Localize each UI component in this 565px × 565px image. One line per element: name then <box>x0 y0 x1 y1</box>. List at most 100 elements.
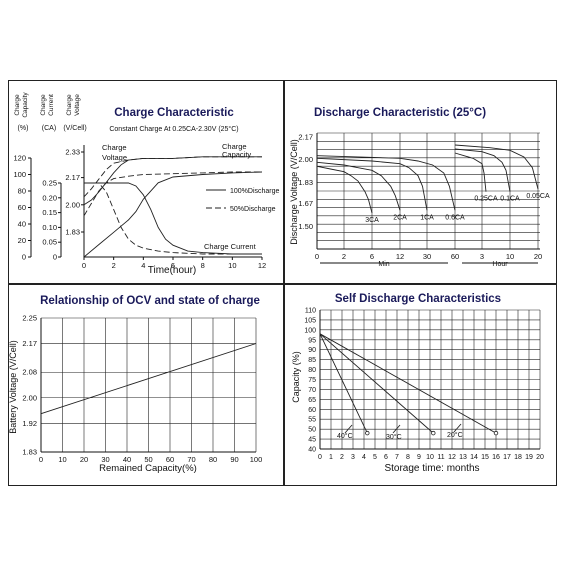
chart4-x-tick-label: 20 <box>536 454 544 461</box>
chart4-y-tick-label: 105 <box>304 317 316 324</box>
chart1-cap-tick-label: 80 <box>18 187 26 196</box>
chart1-series-charge-voltage <box>83 156 262 198</box>
chart2-series-2CA <box>316 161 401 211</box>
chart2-y-tick-label: 2.00 <box>298 155 313 164</box>
chart3-ylabel: Battery Voltage (V/Cell) <box>8 340 18 434</box>
chart3-y-tick-label: 2.00 <box>22 393 37 402</box>
chart4-y-tick-label: 90 <box>308 347 316 354</box>
chart1-axis-header-unit: (%) <box>18 125 29 132</box>
chart2-series-0.1CA <box>454 148 511 192</box>
chart1-label-capacity: Charge <box>222 142 247 151</box>
chart2-y-tick-label: 1.67 <box>298 199 313 208</box>
chart3-x-tick-label: 0 <box>39 455 43 464</box>
chart1-axis-header-word: Charge <box>14 94 21 116</box>
chart4-x-tick-label: 19 <box>525 454 533 461</box>
chart4-y-tick-label: 110 <box>305 308 316 315</box>
chart4-series-40°C <box>319 333 368 434</box>
chart4-series-20°C <box>319 333 497 434</box>
chart2-series-0.6CA <box>316 155 456 211</box>
chart3-x-tick-label: 40 <box>123 455 131 464</box>
chart4-x-tick-label: 13 <box>459 454 467 461</box>
chart2-x-tick-label: 3 <box>480 252 484 261</box>
chart1-series-charge-voltage <box>83 156 262 206</box>
chart2-x-tick-label: 6 <box>370 252 374 261</box>
chart4-x-tick-label: 9 <box>417 454 421 461</box>
chart2-x-tick-label: 12 <box>396 252 404 261</box>
chart2-series-label: 2CA <box>393 214 407 221</box>
chart4-x-tick-label: 1 <box>329 454 333 461</box>
chart4-x-tick-label: 12 <box>448 454 456 461</box>
chart4-y-tick-label: 85 <box>308 357 316 364</box>
chart1-cap-tick-label: 40 <box>18 220 26 229</box>
chart1-cur-tick-label: 0.10 <box>42 223 57 232</box>
chart4-x-tick-label: 7 <box>395 454 399 461</box>
chart1-cur-tick-label: 0.25 <box>42 179 57 188</box>
chart2-y-tick-label: 1.83 <box>298 178 313 187</box>
chart1-axis-header-word: Voltage <box>74 94 81 116</box>
chart2-x-tick-label: 60 <box>451 252 459 261</box>
chart1-cap-tick-label: 60 <box>18 203 26 212</box>
chart2-y-tick-label: 2.17 <box>298 133 313 142</box>
chart1-cur-tick-label: 0.05 <box>42 238 57 247</box>
chart3-xlabel: Remained Capacity(%) <box>99 463 197 474</box>
chart2-series-0.05CA <box>454 144 539 190</box>
chart4-x-tick-label: 17 <box>503 454 511 461</box>
chart1-x-tick-label: 6 <box>171 261 175 270</box>
chart3-series-ocv <box>40 343 257 415</box>
chart3-y-tick-label: 2.08 <box>22 368 37 377</box>
chart2-series-0.25CA <box>454 152 487 192</box>
chart3-x-tick-label: 30 <box>101 455 109 464</box>
chart4-x-tick-label: 11 <box>437 454 444 461</box>
chart4-series-arrow <box>344 424 353 434</box>
chart1-volt-tick-label: 1.83 <box>65 228 80 237</box>
chart4-series-endpoint <box>493 430 499 436</box>
chart4-series-endpoint <box>431 430 436 436</box>
chart4-xlabel: Storage time: months <box>384 463 479 474</box>
chart2-x-tick-label: 30 <box>423 252 431 261</box>
chart3-y-tick-label: 2.25 <box>22 314 37 323</box>
chart4-y-tick-label: 50 <box>308 427 316 434</box>
chart1-axis-header-word: Capacity <box>22 92 29 118</box>
chart2-segment-min: Min <box>378 261 389 268</box>
chart4-series-arrow <box>392 424 401 434</box>
chart4-y-tick-label: 75 <box>308 377 316 384</box>
chart2-series-1CA <box>316 157 428 211</box>
chart4-series-endpoint <box>365 430 370 436</box>
chart3-x-tick-label: 10 <box>58 455 66 464</box>
chart4-y-tick-label: 80 <box>308 367 316 374</box>
chart2-y-tick-label: 1.50 <box>298 222 313 231</box>
chart1-title: Charge Characteristic <box>114 107 234 119</box>
chart1-label-current: Charge Current <box>204 242 257 251</box>
chart2-series-label: 3CA <box>365 217 379 224</box>
chart1-x-tick-label: 2 <box>112 261 116 270</box>
chart1-series-charge-current <box>84 182 262 255</box>
chart1-label-voltage: Voltage <box>102 153 127 162</box>
chart4-y-tick-label: 65 <box>308 397 316 404</box>
chart4-y-tick-label: 70 <box>308 387 316 394</box>
chart1-subtitle: Constant Charge At 0.25CA-2.30V (25°C) <box>109 125 238 133</box>
chart4-y-tick-label: 55 <box>308 417 316 424</box>
chart4-y-tick-label: 60 <box>308 407 316 414</box>
chart2-x-tick-label: 2 <box>342 252 346 261</box>
chart2-segment-hour: Hour <box>492 261 508 268</box>
chart4-x-tick-label: 4 <box>362 454 366 461</box>
chart2-series-label: 1CA <box>420 214 434 221</box>
chart4-title: Self Discharge Characteristics <box>335 293 501 305</box>
chart4-x-tick-label: 5 <box>373 454 377 461</box>
chart1-label-voltage: Charge <box>102 143 127 152</box>
chart1-cur-tick-label: 0.20 <box>42 193 57 202</box>
chart3-y-tick-label: 1.92 <box>22 419 37 428</box>
chart4-series-label: 20°C <box>447 431 463 439</box>
chart4-x-tick-label: 10 <box>426 454 434 461</box>
chart1-axis-header-unit: (V/Cell) <box>63 125 86 132</box>
chart2-series-label: 0.05CA <box>526 193 550 200</box>
chart1-volt-tick-label: 2.17 <box>65 173 80 182</box>
chart3-y-tick-label: 1.83 <box>22 448 37 457</box>
chart1-legend-1: 100%Discharge <box>230 188 280 195</box>
chart4-series-label: 40°C <box>337 432 353 440</box>
chart3-x-tick-label: 90 <box>230 455 238 464</box>
chart1-cap-tick-label: 20 <box>18 236 26 245</box>
chart1-axis-header-word: Charge <box>66 94 73 116</box>
chart4-x-tick-label: 3 <box>351 454 355 461</box>
